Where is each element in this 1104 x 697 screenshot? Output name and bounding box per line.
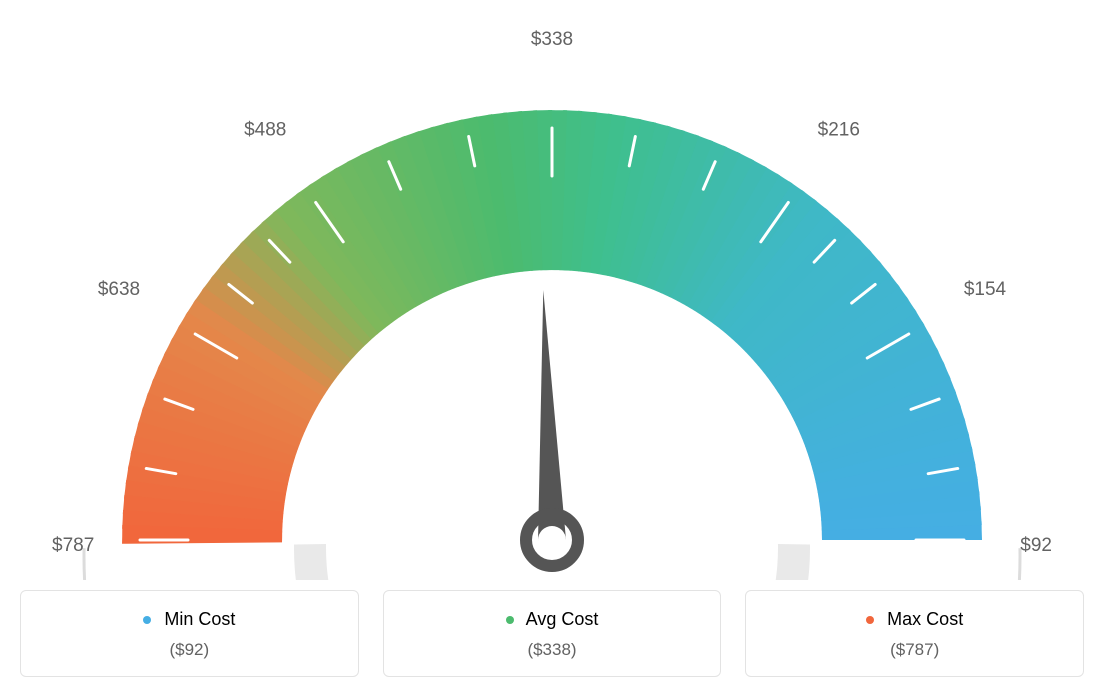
legend-min: Min Cost ($92) <box>20 590 359 677</box>
svg-text:$338: $338 <box>531 29 573 50</box>
legend-max-value: ($787) <box>746 640 1083 660</box>
svg-text:$488: $488 <box>244 119 286 140</box>
cost-gauge: $92 $154 $216 $338 $488 $638 $787 <box>20 20 1084 580</box>
dot-icon <box>506 616 514 624</box>
dot-icon <box>143 616 151 624</box>
legend-avg: Avg Cost ($338) <box>383 590 722 677</box>
legend-row: Min Cost ($92) Avg Cost ($338) Max Cost … <box>20 590 1084 677</box>
svg-text:$154: $154 <box>964 279 1007 300</box>
legend-min-value: ($92) <box>21 640 358 660</box>
legend-max-label: Max Cost <box>887 609 963 629</box>
legend-avg-value: ($338) <box>384 640 721 660</box>
svg-text:$787: $787 <box>52 535 94 556</box>
legend-max: Max Cost ($787) <box>745 590 1084 677</box>
legend-avg-label: Avg Cost <box>526 609 599 629</box>
dot-icon <box>866 616 874 624</box>
svg-text:$216: $216 <box>818 119 860 140</box>
legend-min-label: Min Cost <box>164 609 235 629</box>
svg-text:$638: $638 <box>98 279 140 300</box>
svg-text:$92: $92 <box>1020 535 1052 556</box>
